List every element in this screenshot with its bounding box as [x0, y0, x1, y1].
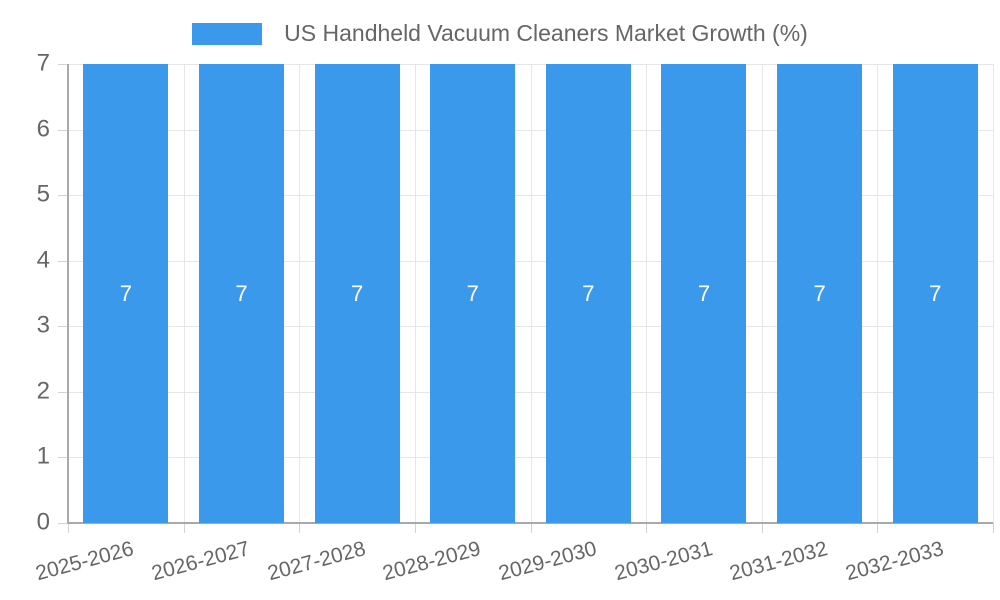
bar-value-label: 7: [929, 280, 942, 306]
bar-value-label: 7: [813, 280, 826, 306]
x-axis-label: 2029-2030: [496, 537, 600, 586]
y-axis-label: 3: [36, 311, 50, 339]
y-tick-mark: [58, 523, 68, 524]
x-tick-mark: [183, 523, 185, 533]
x-axis-label: 2031-2032: [727, 537, 831, 586]
x-tick-mark: [68, 523, 69, 533]
y-tick-mark: [58, 195, 68, 197]
x-tick-mark: [530, 523, 532, 533]
bar[interactable]: [83, 64, 169, 523]
y-axis-label: 0: [36, 508, 50, 536]
x-axis-label: 2028-2029: [380, 537, 484, 586]
y-axis-label: 4: [36, 246, 50, 274]
bar[interactable]: [314, 64, 400, 523]
x-tick-mark: [299, 523, 301, 533]
y-axis-label: 6: [36, 115, 50, 143]
x-axis-label: 2026-2027: [149, 537, 253, 586]
y-tick-mark: [58, 391, 68, 393]
x-tick-mark: [414, 523, 416, 533]
bar[interactable]: [661, 64, 747, 523]
y-tick-mark: [58, 457, 68, 459]
legend-swatch: [192, 22, 263, 45]
x-tick-mark: [761, 523, 763, 533]
bar-value-label: 7: [235, 280, 248, 306]
y-axis-label: 5: [36, 180, 50, 208]
x-gridline: [183, 64, 185, 523]
y-axis-label: 1: [36, 442, 50, 470]
y-axis-line: [67, 64, 69, 523]
x-tick-mark: [993, 523, 994, 533]
x-axis-label: 2030-2031: [611, 537, 715, 586]
bar-value-label: 7: [119, 280, 132, 306]
bar[interactable]: [892, 64, 978, 523]
x-tick-mark: [646, 523, 648, 533]
bar[interactable]: [777, 64, 863, 523]
bar-value-label: 7: [697, 280, 711, 306]
x-gridline: [299, 64, 301, 523]
bar[interactable]: [430, 64, 516, 523]
y-axis-label: 7: [36, 49, 50, 77]
bar[interactable]: [545, 64, 631, 523]
x-tick-mark: [877, 523, 879, 533]
bar-value-label: 7: [582, 280, 595, 306]
y-tick-mark: [58, 64, 68, 65]
x-axis-label: 2027-2028: [264, 537, 368, 586]
x-gridline: [530, 64, 532, 523]
x-axis-label: 2032-2033: [842, 537, 946, 586]
x-gridline: [761, 64, 763, 523]
bar-value-label: 7: [350, 280, 364, 306]
y-tick-mark: [58, 260, 68, 262]
y-axis-label: 2: [36, 377, 50, 405]
x-axis-label: 2025-2026: [33, 537, 137, 586]
y-tick-mark: [58, 129, 68, 131]
legend-item[interactable]: US Handheld Vacuum Cleaners Market Growt…: [0, 20, 1000, 47]
x-axis-line: [67, 522, 993, 524]
y-tick-mark: [58, 326, 68, 328]
bar-value-label: 7: [466, 280, 479, 306]
x-gridline: [877, 64, 879, 523]
x-gridline: [646, 64, 648, 523]
bar[interactable]: [198, 64, 284, 523]
legend-label: US Handheld Vacuum Cleaners Market Growt…: [284, 20, 808, 46]
x-gridline: [414, 64, 416, 523]
x-gridline: [993, 64, 994, 523]
